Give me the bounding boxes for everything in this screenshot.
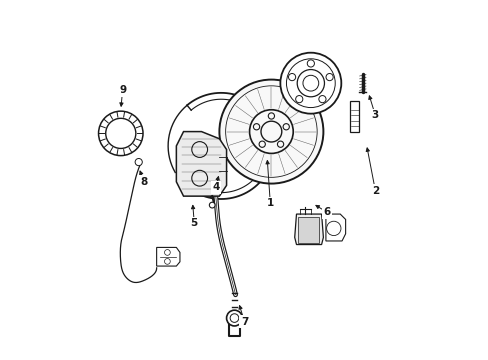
Circle shape bbox=[280, 53, 341, 114]
Polygon shape bbox=[298, 217, 319, 243]
Circle shape bbox=[135, 158, 142, 166]
Text: 8: 8 bbox=[140, 177, 147, 187]
Text: 6: 6 bbox=[323, 207, 330, 217]
Text: 3: 3 bbox=[371, 111, 378, 121]
Bar bbox=[349, 101, 359, 132]
Text: 7: 7 bbox=[240, 317, 248, 327]
Polygon shape bbox=[325, 214, 345, 241]
Polygon shape bbox=[294, 214, 323, 244]
Text: 4: 4 bbox=[212, 182, 219, 192]
Circle shape bbox=[219, 80, 323, 184]
Text: 1: 1 bbox=[266, 198, 273, 208]
Text: 9: 9 bbox=[119, 85, 126, 95]
Circle shape bbox=[226, 310, 242, 326]
Circle shape bbox=[105, 118, 136, 148]
Polygon shape bbox=[156, 247, 180, 266]
Text: 5: 5 bbox=[190, 218, 198, 228]
Circle shape bbox=[209, 202, 215, 208]
Polygon shape bbox=[176, 132, 226, 196]
Text: 2: 2 bbox=[371, 186, 378, 196]
